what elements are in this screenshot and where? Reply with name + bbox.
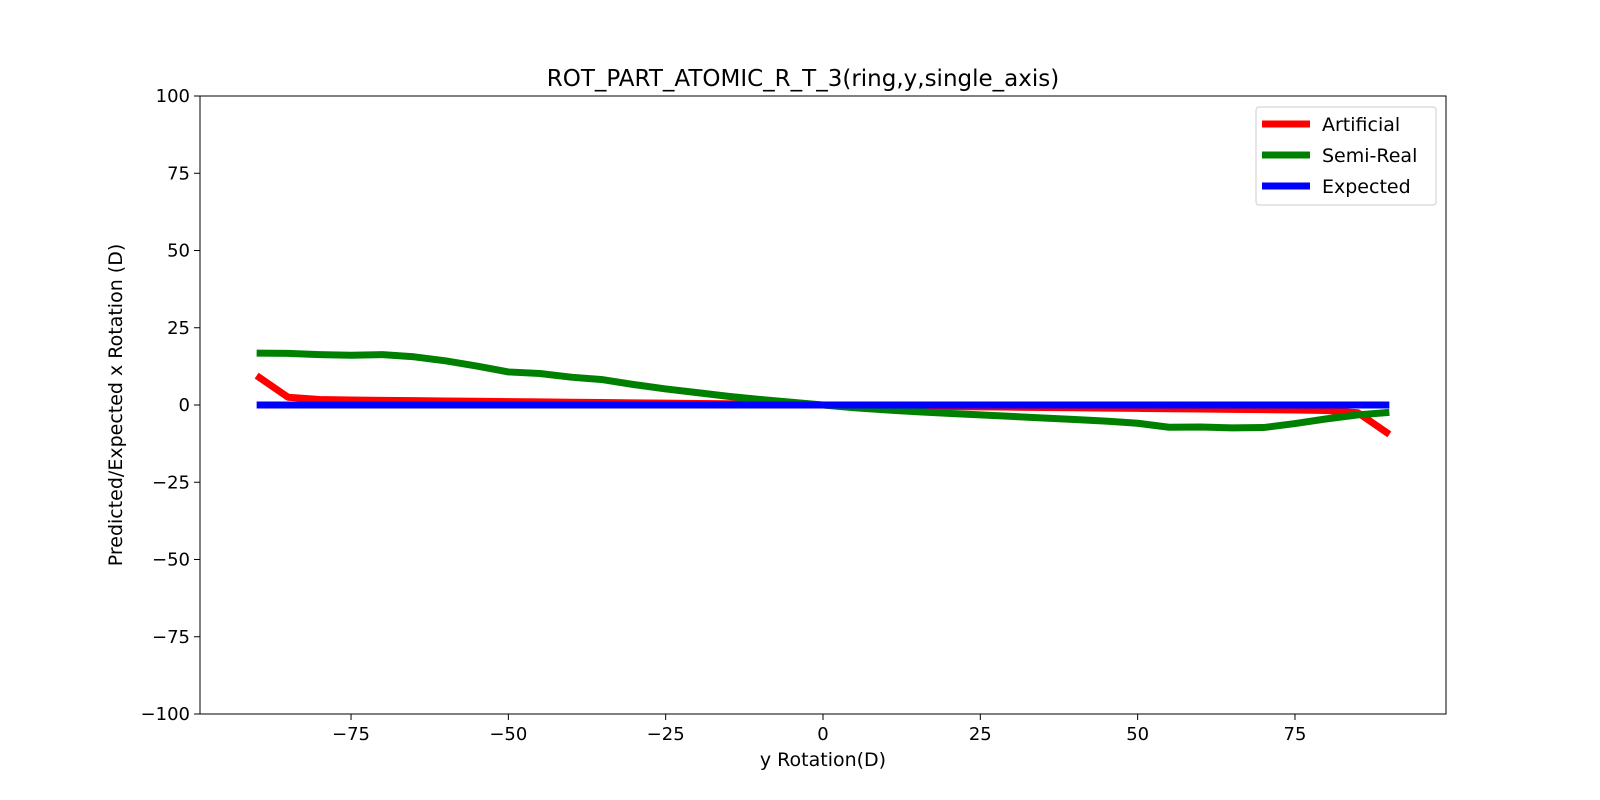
y-tick-label: 25 — [167, 318, 190, 339]
y-tick-label: −25 — [152, 472, 190, 493]
y-tick-label: 0 — [179, 395, 190, 416]
legend-label: Semi-Real — [1322, 145, 1417, 167]
legend-box — [1255, 106, 1437, 206]
x-tick-label: −75 — [332, 724, 370, 745]
legend-label: Expected — [1322, 176, 1411, 198]
x-tick-label: 25 — [969, 724, 992, 745]
y-axis: 100 75 50 25 0 −25 −50 −75 −100 — [141, 86, 200, 725]
x-tick-label: 75 — [1284, 724, 1307, 745]
y-tick-label: −50 — [152, 550, 190, 571]
x-tick-label: 50 — [1126, 724, 1149, 745]
y-tick-label: 50 — [167, 241, 190, 262]
x-axis-label: y Rotation(D) — [760, 749, 886, 771]
y-tick-label: 100 — [156, 86, 190, 107]
series-layer — [254, 349, 1392, 438]
y-tick-label: 75 — [167, 163, 190, 184]
x-tick-label: −25 — [647, 724, 685, 745]
x-tick-label: −50 — [489, 724, 527, 745]
x-tick-label: 0 — [817, 724, 828, 745]
legend: Artificial Semi-Real Expected — [1255, 106, 1437, 206]
x-axis: −75 −50 −25 0 25 50 75 — [332, 714, 1306, 745]
chart-title: ROT_PART_ATOMIC_R_T_3(ring,y,single_axis… — [547, 66, 1059, 92]
y-axis-label: Predicted/Expected x Rotation (D) — [105, 244, 127, 567]
y-tick-label: −75 — [152, 627, 190, 648]
y-tick-label: −100 — [141, 704, 190, 725]
legend-label: Artificial — [1322, 114, 1400, 136]
